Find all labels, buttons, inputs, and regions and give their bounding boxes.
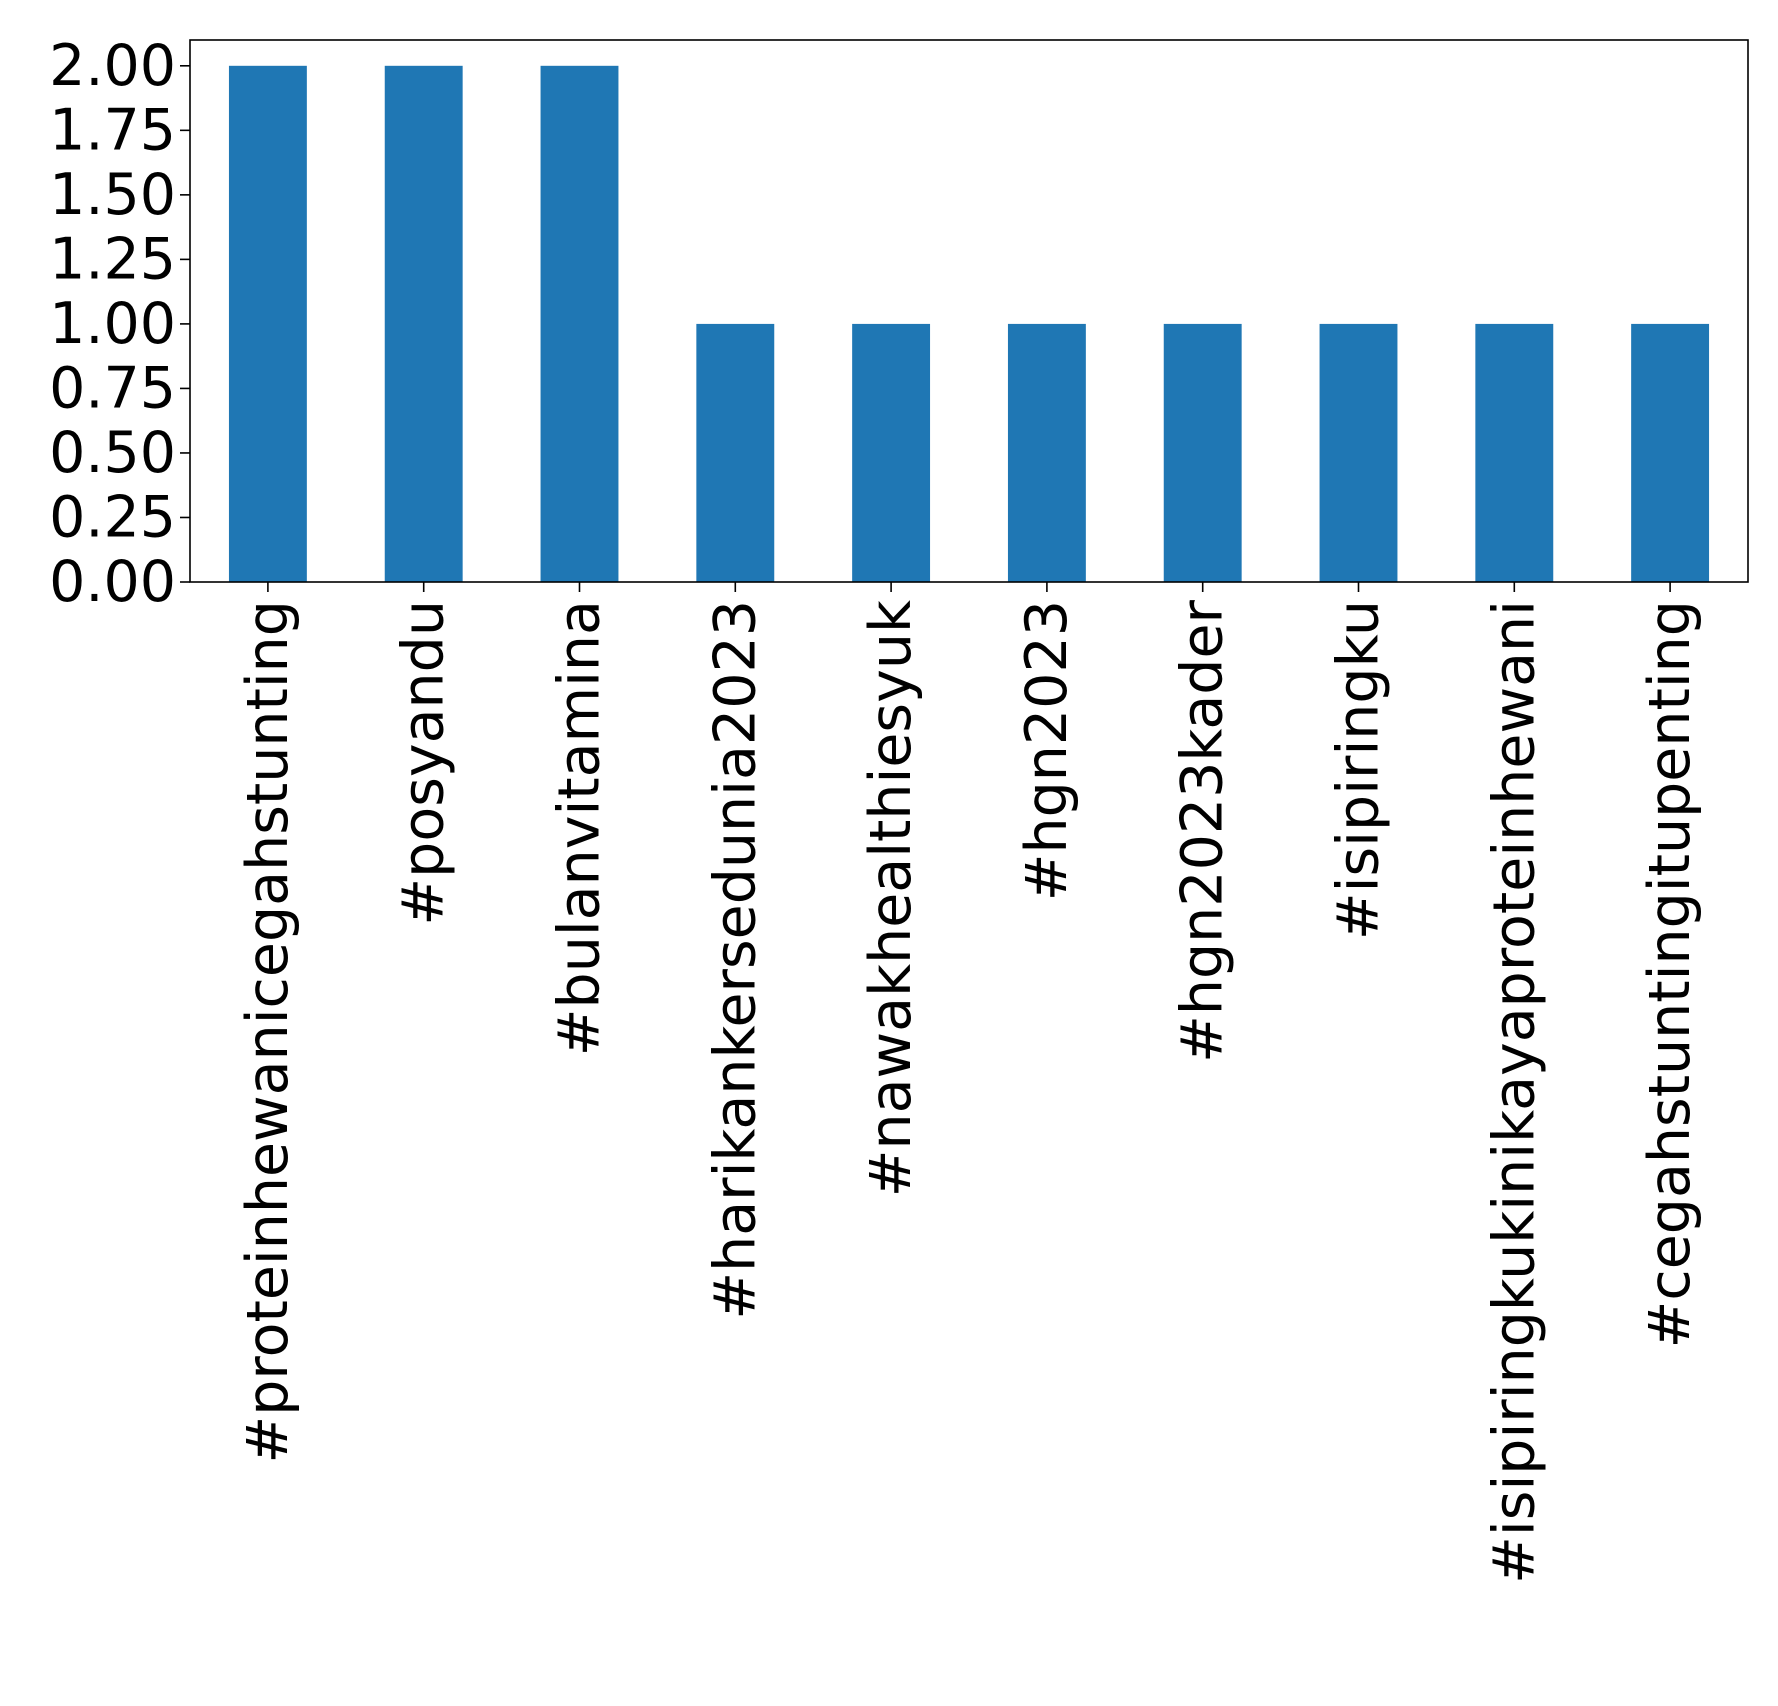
y-tick-label: 0.75 [49, 355, 176, 421]
y-tick-label: 1.00 [49, 291, 176, 357]
x-tick-label: #proteinhewanicegahstunting [235, 600, 301, 1464]
bar-9 [1475, 323, 1554, 582]
y-tick-label: 0.00 [49, 549, 176, 615]
x-tick-label: #hgn2023kader [1170, 599, 1236, 1062]
x-tick-label: #harikankersedunia2023 [702, 600, 768, 1320]
bar-2 [384, 65, 463, 583]
x-tick-label: #nawakhealthiesyuk [858, 600, 924, 1197]
bar-7 [1163, 323, 1242, 582]
x-tick-label: #posyandu [391, 600, 457, 926]
y-tick-label: 1.50 [49, 162, 176, 228]
x-tick-label: #isipiringku [1326, 600, 1392, 940]
bar-8 [1319, 323, 1398, 582]
bar-6 [1007, 323, 1086, 582]
y-tick-label: 2.00 [49, 33, 176, 99]
y-tick-label: 0.25 [49, 484, 176, 550]
bar-5 [852, 323, 931, 582]
bars-group [228, 65, 1710, 583]
y-axis: 0.000.250.500.751.001.251.501.752.00 [49, 33, 190, 615]
bar-4 [696, 323, 775, 582]
x-tick-label: #bulanvitamina [547, 600, 613, 1056]
x-tick-label: #isipiringkukinikayaproteinhewani [1481, 600, 1547, 1584]
y-tick-label: 1.75 [49, 97, 176, 163]
y-tick-label: 0.50 [49, 420, 176, 486]
x-axis: #proteinhewanicegahstunting #posyandu #bul… [235, 582, 1703, 1584]
bar-10 [1631, 323, 1710, 582]
y-tick-label: 1.25 [49, 226, 176, 292]
plot-frame [189, 39, 1749, 583]
bar-1 [228, 65, 307, 583]
x-tick-label: #hgn2023 [1014, 600, 1080, 901]
bar-3 [540, 65, 619, 583]
x-tick-label: #cegahstuntingitupenting [1637, 600, 1703, 1348]
